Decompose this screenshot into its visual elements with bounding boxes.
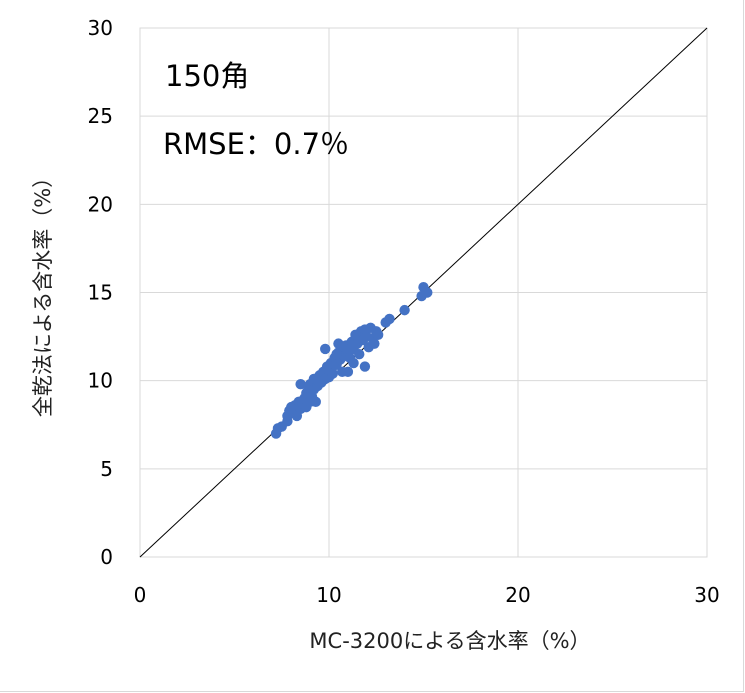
data-point xyxy=(369,338,380,349)
data-point xyxy=(372,329,384,341)
y-tick-labels: 0 5 10 15 20 25 30 xyxy=(88,16,113,569)
data-point xyxy=(331,349,342,360)
rmse-annotation: RMSE：0.7％ xyxy=(163,127,349,161)
data-point xyxy=(310,396,321,408)
x-tick-label: 20 xyxy=(505,583,530,607)
data-point xyxy=(422,287,433,298)
data-point xyxy=(354,349,365,360)
plot-area-border xyxy=(139,27,708,558)
y-tick-label: 25 xyxy=(88,104,113,128)
x-tick-labels: 0 10 20 30 xyxy=(134,583,720,607)
x-tick-label: 10 xyxy=(316,583,341,607)
y-tick-label: 5 xyxy=(100,457,113,481)
y-tick-label: 10 xyxy=(88,369,113,393)
x-tick-label: 0 xyxy=(134,583,147,607)
y-axis-label: 全乾法による含水率（%） xyxy=(31,167,55,417)
data-point xyxy=(312,375,323,386)
annotation-label: 150角 xyxy=(165,59,249,93)
y-tick-label: 0 xyxy=(100,545,113,569)
data-point xyxy=(342,366,354,378)
data-point xyxy=(320,343,331,355)
x-axis-label: MC-3200による含水率（%） xyxy=(309,629,590,653)
y-tick-label: 20 xyxy=(88,192,113,216)
data-point xyxy=(348,357,359,369)
y-tick-label: 30 xyxy=(88,16,113,40)
y-tick-label: 15 xyxy=(88,281,113,305)
x-tick-label: 30 xyxy=(694,583,719,607)
data-point xyxy=(384,313,395,325)
data-point xyxy=(359,361,371,372)
data-point xyxy=(327,368,338,379)
data-point xyxy=(399,304,410,316)
data-points xyxy=(270,282,433,439)
